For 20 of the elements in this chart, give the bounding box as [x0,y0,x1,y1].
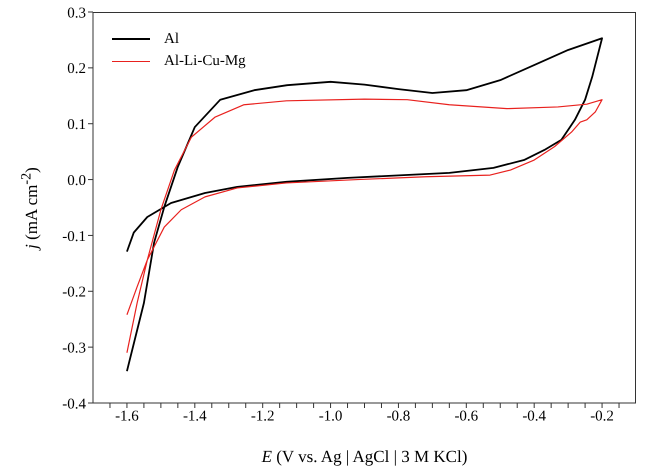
x-tick-label: -1.2 [250,408,275,425]
y-tick-label: -0.2 [62,284,86,301]
x-tick-label: -0.8 [386,408,410,425]
x-tick-label: -0.2 [590,408,614,425]
y-tick-label: 0.0 [67,172,86,189]
y-tick-label: 0.2 [67,61,86,78]
x-axis-title: E (V vs. Ag | AgCl | 3 M KCl) [262,447,468,466]
line-series [126,98,603,354]
x-tick-label: -0.6 [454,408,479,425]
legend-label: Al [164,30,179,49]
x-tick-label: -1.4 [182,408,208,425]
legend-label: Al-Li-Cu-Mg [164,52,246,71]
y-tick-label: -0.1 [62,228,86,245]
y-tick-label: 0.1 [67,117,86,134]
y-tick-label: -0.4 [62,396,86,412]
x-tick-label: -1.0 [318,408,342,425]
x-tick-label: -1.6 [115,408,140,425]
x-tick-label: -0.4 [522,408,547,425]
y-tick-label: -0.3 [62,340,86,356]
y-tick-label: 0.3 [67,5,86,22]
